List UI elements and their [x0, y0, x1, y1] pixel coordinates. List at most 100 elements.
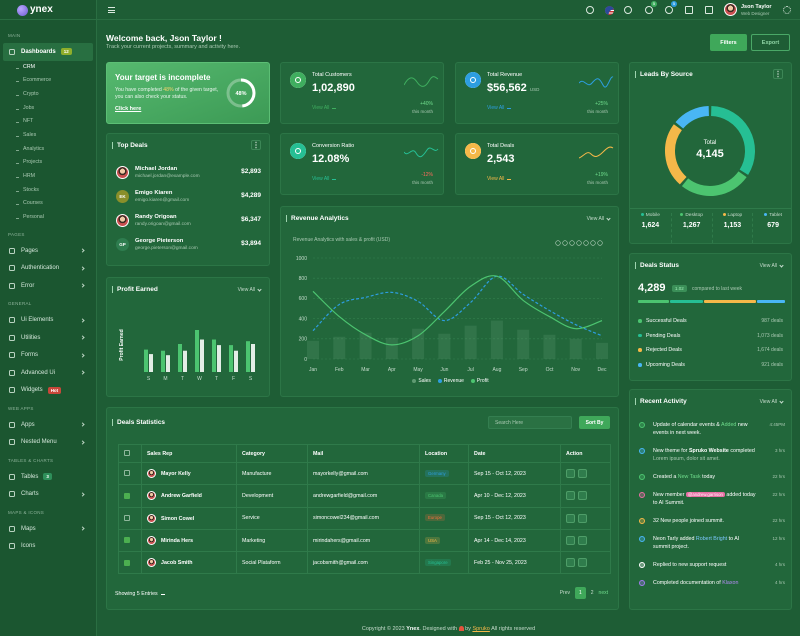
nav-item[interactable]: Authentication: [3, 259, 93, 277]
table-row: Simon Cowel Service simoncowel234@gmail.co…: [118, 506, 611, 530]
stat-link[interactable]: View All: [487, 105, 512, 111]
activity-text-part: completed: [730, 448, 755, 454]
stat-link[interactable]: View All: [312, 176, 337, 182]
stat-link[interactable]: View All: [312, 105, 337, 111]
legend-item[interactable]: Sales: [412, 378, 431, 384]
nav-item[interactable]: Tables 3: [3, 468, 93, 486]
page-link[interactable]: Prev: [559, 590, 570, 596]
nav-item[interactable]: Nested Menu: [3, 433, 93, 451]
target-title: Your target is incomplete: [115, 73, 211, 82]
header-icon[interactable]: [665, 6, 673, 14]
more-menu[interactable]: [773, 69, 783, 79]
nav-item[interactable]: Dashboards 12: [3, 43, 93, 61]
checkbox[interactable]: [124, 559, 130, 566]
export-button[interactable]: Export: [751, 34, 790, 51]
edit-button[interactable]: [578, 469, 587, 479]
nav-subitem[interactable]: NFT: [0, 115, 96, 129]
y-tick-label: 400: [299, 316, 308, 322]
edit-button[interactable]: [578, 536, 587, 546]
activity-dot: [639, 518, 645, 524]
sort-button[interactable]: Sort By: [579, 416, 610, 429]
legend-label: Profit: [476, 378, 489, 384]
settings-icon[interactable]: [783, 6, 791, 14]
nav-item[interactable]: Ui Elements: [3, 311, 93, 329]
checkbox[interactable]: [124, 515, 130, 522]
nav-icon: [9, 48, 15, 55]
download-button[interactable]: [566, 491, 575, 501]
logo[interactable]: ynex: [0, 0, 96, 20]
nav-subitem[interactable]: CRM: [0, 61, 96, 75]
location-badge: USA: [425, 536, 440, 544]
user-avatar[interactable]: [724, 3, 737, 16]
nav-subitem[interactable]: Personal: [0, 211, 96, 225]
more-menu[interactable]: [251, 140, 261, 150]
stat-title: Total Customers: [312, 72, 352, 78]
header-icon[interactable]: [586, 6, 594, 14]
stat-icon: [465, 72, 481, 88]
nav-item[interactable]: Forms: [3, 346, 93, 364]
nav-item[interactable]: Pages: [3, 242, 93, 260]
nav-subitem[interactable]: Ecommerce: [0, 74, 96, 88]
legend-column: Laptop 1,153: [711, 213, 753, 243]
nav-subitem[interactable]: Analytics: [0, 143, 96, 157]
checkbox[interactable]: [124, 492, 130, 499]
checkbox[interactable]: [124, 537, 130, 544]
target-link[interactable]: Click here: [115, 106, 142, 112]
menu-toggle[interactable]: [108, 7, 115, 13]
nav-item[interactable]: Error: [3, 277, 93, 295]
card-menu[interactable]: View All: [238, 287, 261, 293]
stat-link[interactable]: View All: [487, 176, 512, 182]
mail-cell: mirindahers@gmail.com: [307, 528, 420, 553]
nav-item[interactable]: Widgets Hot: [3, 381, 93, 399]
nav-item[interactable]: Utilities: [3, 329, 93, 347]
language-flag[interactable]: [605, 6, 614, 15]
checkbox[interactable]: [124, 450, 130, 457]
nav-item[interactable]: Maps: [3, 520, 93, 538]
nav-subitem[interactable]: Sales: [0, 129, 96, 143]
search-input[interactable]: Search Here: [488, 416, 572, 429]
download-button[interactable]: [566, 558, 575, 568]
legend-item[interactable]: Profit: [470, 378, 489, 384]
nav-subitem[interactable]: Crypto: [0, 88, 96, 102]
download-button[interactable]: [566, 513, 575, 523]
nav-item[interactable]: Charts: [3, 485, 93, 503]
target-ring: 48%: [226, 78, 256, 108]
legend-item[interactable]: Revenue: [437, 378, 464, 384]
download-button[interactable]: [566, 469, 575, 479]
header-icon[interactable]: [624, 6, 632, 14]
nav-item[interactable]: Apps: [3, 416, 93, 434]
filters-button[interactable]: Filters: [710, 34, 747, 51]
activity-dot: [639, 492, 645, 498]
bar: [166, 355, 170, 372]
header-icon[interactable]: [705, 6, 713, 14]
nav-subitem[interactable]: Projects: [0, 156, 96, 170]
nav-item[interactable]: Advanced Ui: [3, 364, 93, 382]
action-cell: [560, 551, 611, 575]
header-icon[interactable]: [645, 6, 653, 14]
nav-item[interactable]: Icons: [3, 537, 93, 555]
edit-button[interactable]: [578, 558, 587, 568]
progress-segment: [756, 300, 785, 303]
card-menu[interactable]: View All: [587, 216, 610, 222]
nav-subitem[interactable]: Jobs: [0, 102, 96, 116]
page-link[interactable]: 2: [590, 590, 594, 596]
select-cell: [118, 484, 142, 508]
location-cell: Canada: [419, 484, 469, 508]
activity-time: 4 hrs: [774, 580, 785, 585]
deal-amount: $6,347: [241, 216, 261, 223]
page-link[interactable]: next: [598, 590, 608, 596]
deals-table: Sales Rep Category Mail Location Date Action M…: [118, 444, 611, 575]
nav-subitem[interactable]: Courses: [0, 197, 96, 211]
download-button[interactable]: [566, 536, 575, 546]
checkbox[interactable]: [124, 470, 130, 477]
nav-subitem[interactable]: HRM: [0, 170, 96, 184]
welcome-subtitle: Track your current projects, summary and…: [106, 44, 240, 50]
footer-author[interactable]: Spruko: [472, 626, 490, 632]
nav-subitem[interactable]: Stocks: [0, 184, 96, 198]
card-menu[interactable]: View All: [760, 399, 783, 405]
edit-button[interactable]: [578, 491, 587, 501]
header-icon[interactable]: [685, 6, 693, 14]
card-menu[interactable]: View All: [760, 263, 783, 269]
edit-button[interactable]: [578, 513, 587, 523]
page-link[interactable]: 1: [574, 587, 586, 599]
